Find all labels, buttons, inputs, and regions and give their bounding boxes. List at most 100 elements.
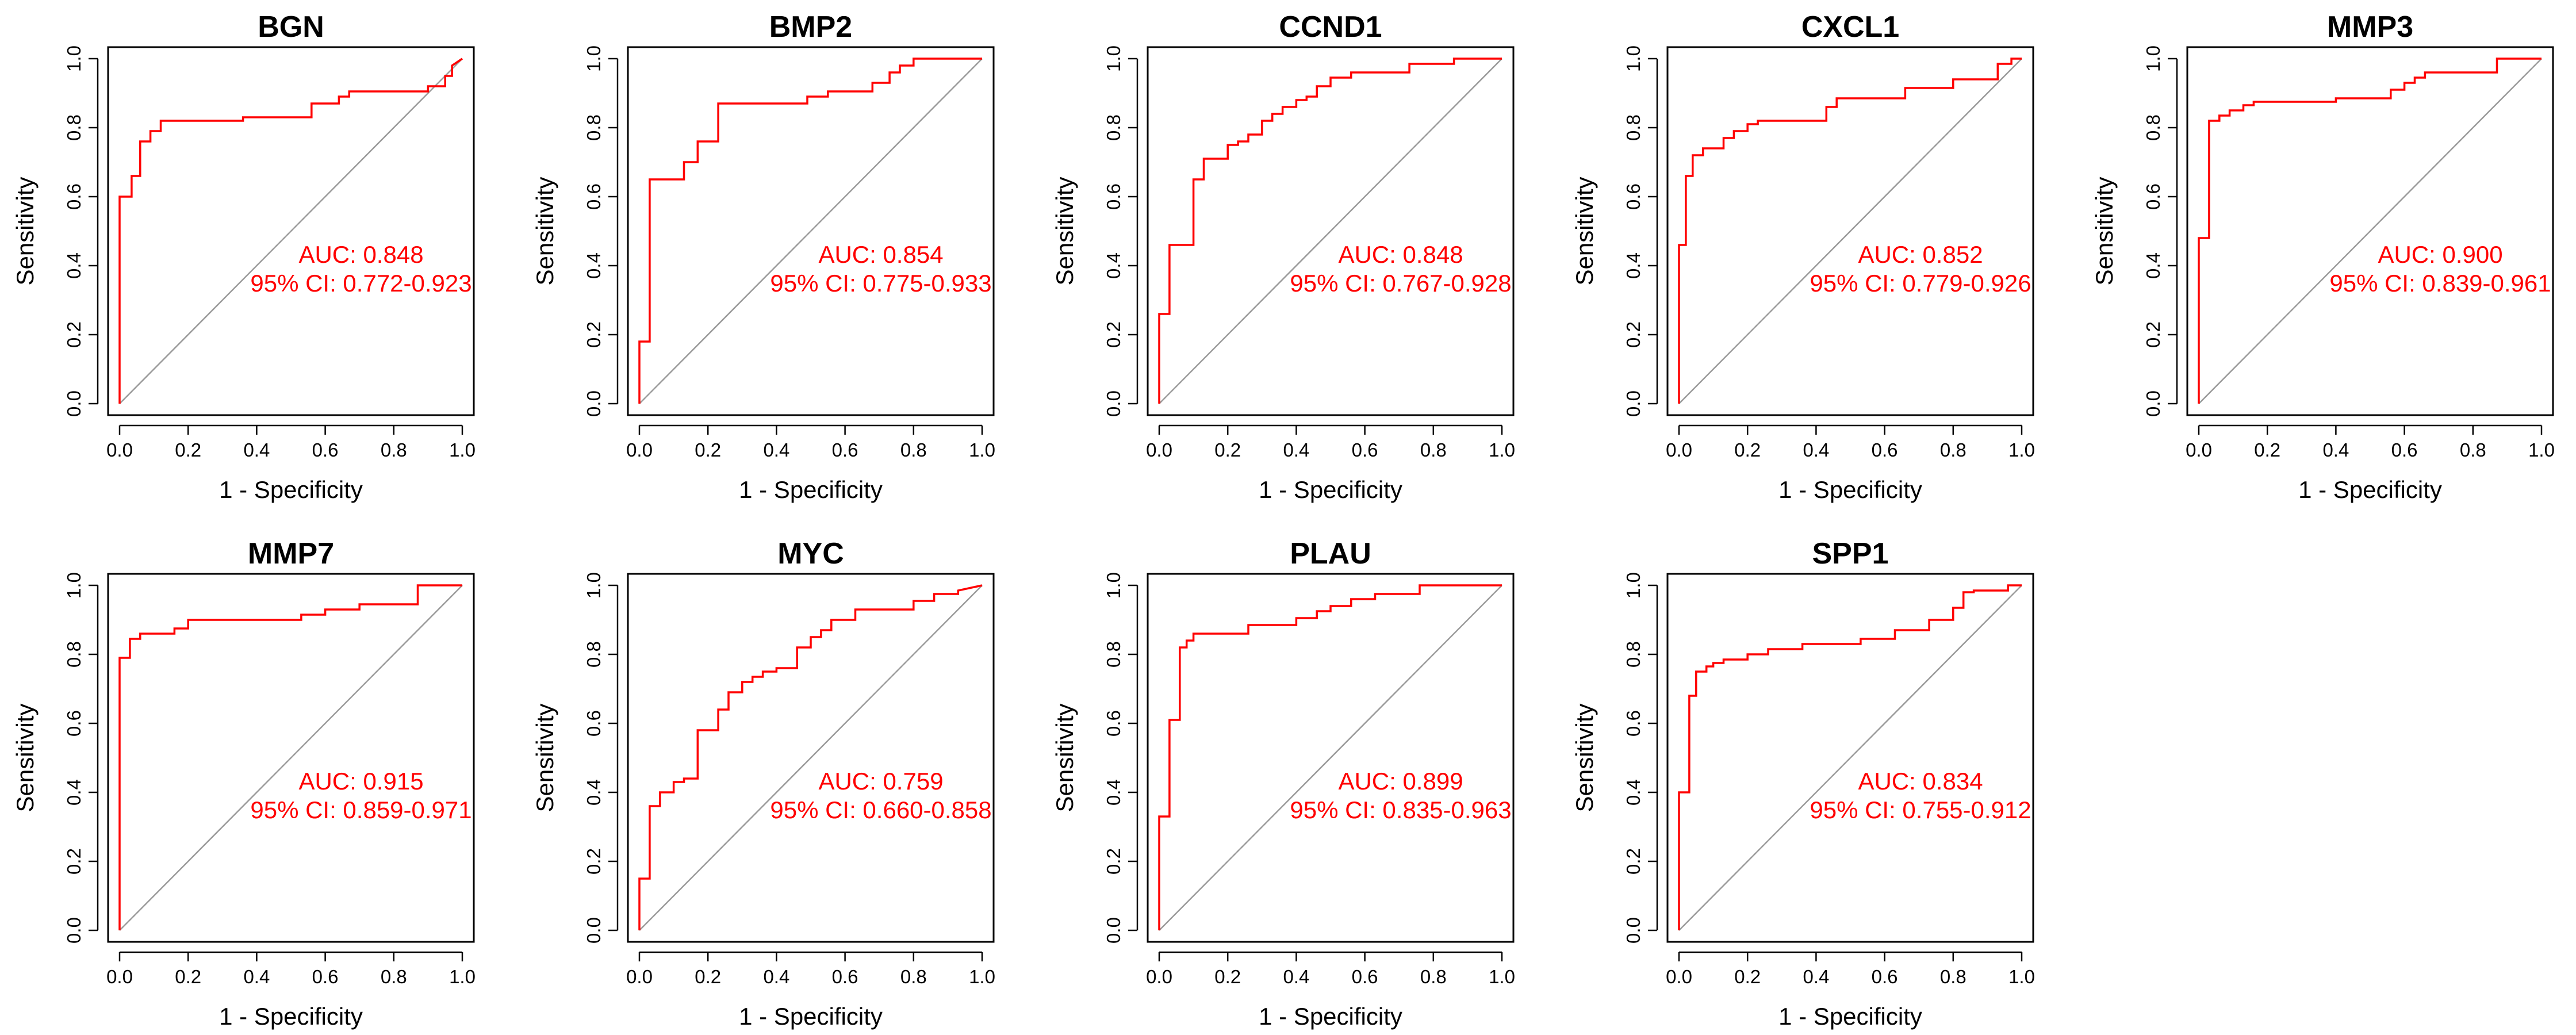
y-tick-label: 1.0 [1103,572,1124,599]
y-tick-label: 0.6 [63,710,85,737]
x-tick-label: 0.2 [695,966,721,987]
x-tick-label: 0.4 [763,439,789,461]
roc-curve-line [1678,584,2022,930]
y-tick-label: 0.0 [1623,917,1644,944]
auc-annotation: AUC: 0.900 [2378,241,2502,268]
x-tick-label: 0.2 [1734,966,1761,987]
x-tick-label: 0.6 [1352,966,1378,987]
x-tick-label: 0.4 [1803,966,1829,987]
x-tick-label: 0.0 [1666,966,1692,987]
panel-title: CCND1 [1279,10,1382,44]
x-tick-label: 0.8 [1940,439,1966,461]
x-axis-label: 1 - Specificity [739,476,883,503]
x-tick-label: 0.8 [900,439,927,461]
y-axis: 0.0 0.2 0.4 0.6 0.8 1.0 Sensitivity [1571,572,1658,944]
x-axis: 0.0 0.2 0.4 0.6 0.8 1.0 1 - Specificity [1146,424,1515,503]
ci-annotation: 95% CI: 0.772-0.923 [250,270,471,297]
plot-frame [627,46,995,416]
x-tick-label: 0.2 [1734,439,1761,461]
auc-annotation: AUC: 0.899 [1338,768,1463,795]
y-tick-label: 0.4 [583,252,604,279]
ci-annotation: 95% CI: 0.859-0.971 [250,796,471,823]
y-axis: 0.0 0.2 0.4 0.6 0.8 1.0 Sensitivity [12,572,99,944]
x-tick-label: 0.8 [381,439,407,461]
roc-curve-line [638,584,983,930]
y-tick-label: 0.2 [1623,321,1644,348]
x-tick-label: 1.0 [969,439,995,461]
y-axis-label: Sensitivity [531,177,558,285]
x-tick-label: 0.4 [1803,439,1829,461]
y-axis-label: Sensitivity [12,177,39,285]
y-axis-label: Sensitivity [1051,703,1078,812]
y-tick-label: 0.2 [1103,848,1124,875]
x-tick-label: 0.6 [312,439,339,461]
y-tick-label: 0.2 [1623,848,1644,875]
panel-title: CXCL1 [1801,10,1899,44]
x-tick-label: 0.4 [2322,439,2349,461]
ci-annotation: 95% CI: 0.660-0.858 [770,796,991,823]
y-tick-label: 0.8 [1103,641,1124,668]
y-tick-label: 0.6 [1103,183,1124,210]
y-tick-label: 0.2 [2142,321,2164,348]
y-tick-label: 0.8 [63,114,85,141]
plot-frame [107,573,475,943]
roc-curve-line [1158,57,1502,404]
y-axis: 0.0 0.2 0.4 0.6 0.8 1.0 Sensitivity [12,45,99,417]
y-tick-label: 0.2 [63,321,85,348]
x-tick-label: 1.0 [449,966,476,987]
x-tick-label: 0.6 [2391,439,2418,461]
x-tick-label: 1.0 [449,439,476,461]
x-tick-label: 0.6 [1352,439,1378,461]
x-tick-label: 0.2 [175,439,201,461]
panel-title: MMP3 [2327,10,2413,44]
y-tick-label: 1.0 [1103,45,1124,72]
x-tick-label: 0.0 [626,439,653,461]
plot-frame [1666,573,2034,943]
panel-title: MMP7 [248,537,334,570]
y-tick-label: 0.6 [1623,710,1644,737]
x-tick-label: 0.8 [1420,966,1447,987]
y-tick-label: 0.0 [2142,390,2164,417]
reference-diagonal-line [1678,58,2022,404]
x-tick-label: 0.2 [695,439,721,461]
y-tick-label: 1.0 [1623,572,1644,599]
x-tick-label: 0.4 [243,439,270,461]
x-tick-label: 0.0 [1146,966,1172,987]
y-axis-label: Sensitivity [1051,177,1078,285]
y-tick-label: 0.6 [1623,183,1644,210]
x-tick-label: 0.2 [175,966,201,987]
reference-diagonal-line [119,585,463,931]
x-tick-label: 0.4 [763,966,789,987]
panel-title: BMP2 [769,10,852,44]
ci-annotation: 95% CI: 0.767-0.928 [1290,270,1511,297]
x-tick-label: 0.8 [1420,439,1447,461]
y-axis: 0.0 0.2 0.4 0.6 0.8 1.0 Sensitivity [531,572,619,944]
roc-curve-line [118,57,463,404]
y-axis-label: Sensitivity [1571,703,1598,812]
x-tick-label: 1.0 [2528,439,2555,461]
x-tick-label: 0.4 [1283,966,1309,987]
y-tick-label: 0.0 [583,390,604,417]
y-axis-label: Sensitivity [12,703,39,812]
auc-annotation: AUC: 0.852 [1858,241,1983,268]
x-tick-label: 0.8 [900,966,927,987]
x-axis-label: 1 - Specificity [219,1003,363,1030]
auc-annotation: AUC: 0.759 [818,768,943,795]
x-tick-label: 0.0 [106,966,133,987]
y-tick-label: 0.4 [63,779,85,806]
roc-curve-line [1158,584,1502,930]
x-axis: 0.0 0.2 0.4 0.6 0.8 1.0 1 - Specificity [2186,424,2555,503]
ci-annotation: 95% CI: 0.839-0.961 [2329,270,2551,297]
y-tick-label: 1.0 [63,45,85,72]
x-axis: 0.0 0.2 0.4 0.6 0.8 1.0 1 - Specificity [1146,951,1515,1030]
y-tick-label: 0.0 [1103,917,1124,944]
y-tick-label: 0.0 [63,917,85,944]
x-axis: 0.0 0.2 0.4 0.6 0.8 1.0 1 - Specificity [1666,951,2035,1030]
y-axis: 0.0 0.2 0.4 0.6 0.8 1.0 Sensitivity [1051,45,1138,417]
y-axis: 0.0 0.2 0.4 0.6 0.8 1.0 Sensitivity [2091,45,2178,417]
x-tick-label: 1.0 [1489,439,1515,461]
roc-curve-line [2198,57,2542,404]
